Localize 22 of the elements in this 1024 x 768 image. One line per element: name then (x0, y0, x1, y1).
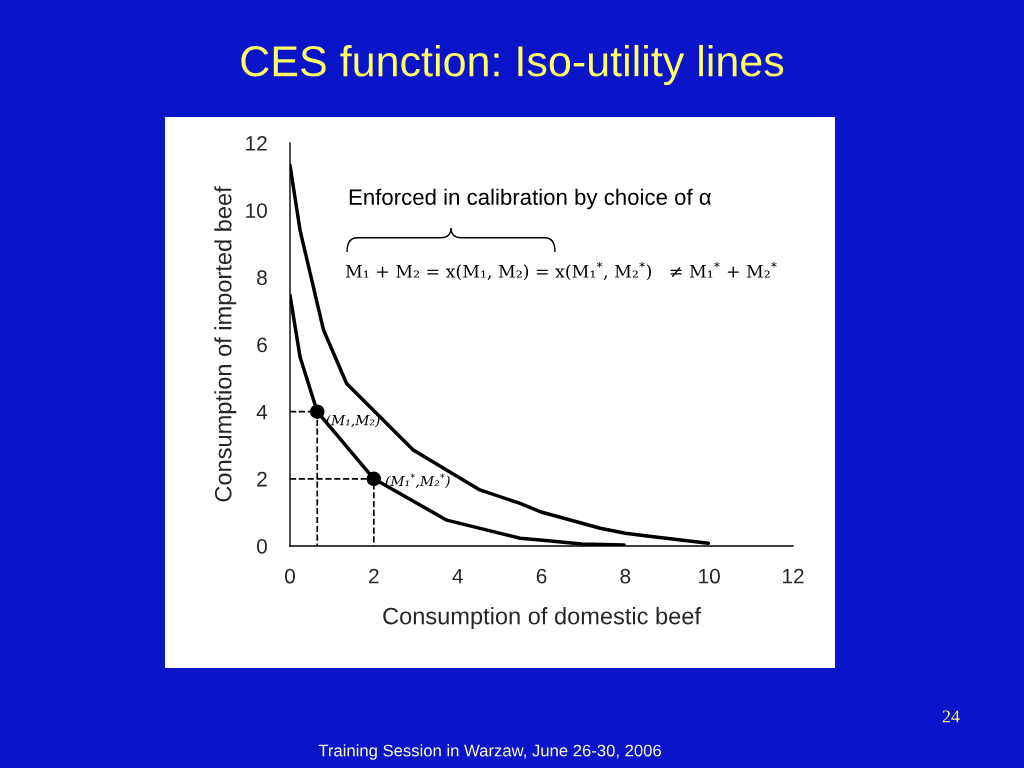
text: 24 (942, 710, 960, 723)
x-tick-label: 8 (620, 568, 631, 584)
y-tick-label: 2 (257, 471, 267, 487)
x-tick-label: 0 (285, 568, 295, 584)
x-tick-label: 12 (783, 568, 804, 584)
x-tick-label: 10 (699, 568, 720, 584)
x-tick-label: 6 (536, 568, 547, 584)
y-tick-label: 4 (256, 404, 268, 420)
annotation: Enforced in calibration by choice of α (349, 188, 712, 210)
y-tick-label: 8 (257, 270, 267, 286)
y-tick-label: 12 (246, 136, 267, 151)
x-tick-label: 4 (452, 568, 463, 584)
y-tick-label: 0 (257, 539, 267, 554)
x-axis-title: Consumption of domestic beef (383, 607, 702, 630)
x-tick-label: 2 (369, 568, 379, 584)
annotation: (M₁$^{*}$,M₂$^{*}$) (385, 473, 450, 489)
y-tick-label: 6 (257, 337, 267, 353)
chart-title: CES function: Iso-utility lines (241, 44, 784, 86)
y-axis-title: Consumption of imported beef (214, 186, 237, 502)
text: Training Session in Warzaw, June 26-30, 2006 (318, 744, 661, 760)
y-tick-label: 10 (246, 203, 267, 218)
annotation: M₁ + M₂ = x(M₁, M₂) = x(M₁$^{*}$, M₂$^{*}$) ≠ M₁$^{*}$ + M₂$^{*}$ (345, 261, 777, 281)
